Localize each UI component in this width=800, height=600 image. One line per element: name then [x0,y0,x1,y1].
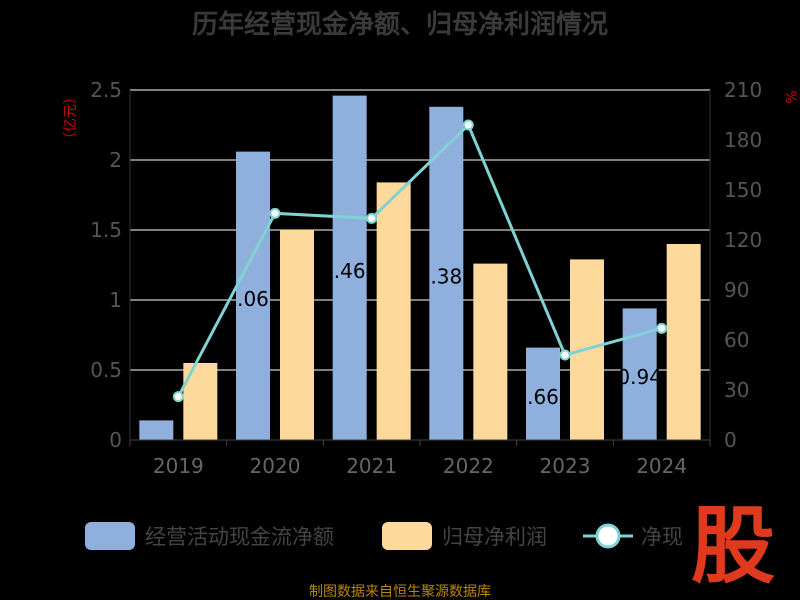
left-tick-2.5: 2.5 [90,78,122,102]
data-label-2020: .06 [237,287,269,311]
data-label-2019: .14 [140,441,172,465]
line-point-2019 [172,391,184,403]
x-tick-2023: 2023 [540,454,591,478]
left-axis-ticks: 0 0.5 1 1.5 2 2.5 [90,78,122,452]
legend: 经营活动现金流净额 归母净利润 净现 [85,522,683,550]
right-tick-30: 30 [724,378,749,402]
bar-cashflow-2019 [139,420,174,440]
bar-netprofit-2022 [473,263,508,440]
x-tick-2019: 2019 [153,454,204,478]
legend-label-line: 净现 [641,525,683,549]
right-tick-120: 120 [724,228,762,252]
bar-cashflow-2023 [526,347,560,440]
line-path [177,122,663,398]
right-tick-0: 0 [724,428,737,452]
bar-netprofit-2020 [280,230,314,440]
chart-title: 历年经营现金净额、归母净利润情况 [192,9,608,40]
line-point-2024 [656,322,668,334]
x-tick-2022: 2022 [443,454,494,478]
line-point-2022 [462,119,474,131]
right-tick-60: 60 [724,328,749,352]
source-note: 制图数据来自恒生聚源数据库 [309,584,491,600]
left-axis-unit: （亿元） [63,90,79,146]
line-point-2020 [269,207,281,219]
x-tick-2024: 2024 [636,454,687,478]
legend-swatch-netprofit [382,522,432,550]
bar-netprofit-2024 [666,244,701,440]
left-tick-0: 0 [109,428,122,452]
left-tick-1.5: 1.5 [90,218,122,242]
bar-series [139,95,701,441]
logo-text: 股 [691,497,775,595]
x-axis-ticks: 2019 2020 2021 2022 2023 2024 [153,454,687,478]
data-label-2021: .46 [334,259,366,283]
legend-label-cashflow: 经营活动现金流净额 [145,525,334,549]
legend-swatch-cashflow [85,522,135,550]
left-tick-1: 1 [109,288,122,312]
left-tick-2: 2 [109,148,122,172]
legend-swatch-marker [595,523,621,549]
right-tick-210: 210 [724,78,762,102]
data-labels: .14 .06 .46 .38 .66 0.94 [140,259,662,466]
right-tick-180: 180 [724,128,762,152]
legend-label-netprofit: 归母净利润 [442,525,547,549]
axes [129,90,711,446]
line-point-2023 [559,349,571,361]
x-tick-2020: 2020 [250,454,301,478]
data-label-2022: .38 [430,264,462,288]
left-tick-0.5: 0.5 [90,358,122,382]
line-point-2021 [366,212,378,224]
bar-cashflow-2022 [429,106,464,441]
right-axis-ticks: 0 30 60 90 120 150 180 210 [724,78,762,452]
right-axis-unit: % [782,90,798,103]
bar-cashflow-2020 [236,151,270,440]
bar-cashflow-2021 [332,95,367,440]
right-tick-90: 90 [724,278,749,302]
data-label-2024: 0.94 [617,365,662,389]
line-series [172,119,668,403]
right-tick-150: 150 [724,178,762,202]
data-label-2023: .66 [527,385,559,409]
bar-netprofit-2021 [376,182,411,440]
x-tick-2021: 2021 [346,454,397,478]
